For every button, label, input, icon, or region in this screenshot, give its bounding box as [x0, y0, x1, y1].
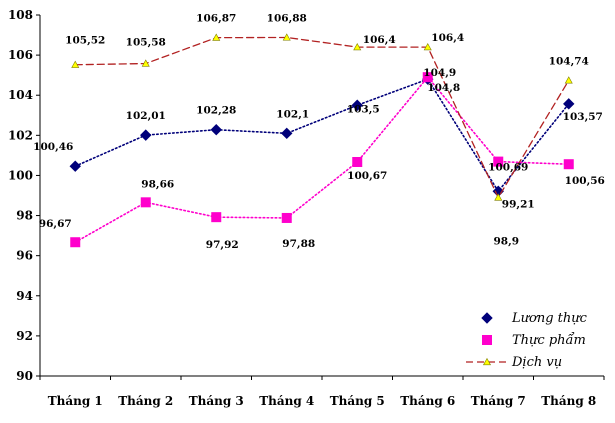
data-point-thuc-pham — [211, 212, 222, 223]
y-axis: 90 92 94 96 98 100 102 104 106 108 — [8, 8, 41, 383]
data-label-dich-vu: 104,74 — [549, 55, 589, 67]
legend-marker-dich-vu — [482, 357, 492, 366]
series-layer — [69, 33, 575, 248]
data-label-luong-thuc: 103,57 — [563, 111, 603, 123]
data-point-thuc-pham — [563, 159, 574, 170]
x-tick-label: Tháng 5 — [330, 394, 385, 408]
data-label-thuc-pham: 97,88 — [282, 238, 315, 250]
data-label-thuc-pham: 100,56 — [565, 175, 605, 187]
legend-marker-thuc-pham — [482, 335, 492, 345]
y-tick-label: 108 — [8, 8, 33, 22]
series-thuc-pham — [70, 72, 574, 248]
data-point-luong-thuc — [210, 124, 222, 136]
data-label-dich-vu: 106,88 — [267, 12, 307, 24]
x-tick-label: Tháng 8 — [541, 394, 596, 408]
legend: Lương thực Thực phẩm Dịch vụ — [466, 311, 588, 370]
legend-item-dich-vu: Dịch vụ — [466, 355, 562, 370]
legend-marker-luong-thuc — [481, 312, 493, 324]
data-point-luong-thuc — [69, 160, 81, 172]
x-tick-label: Tháng 4 — [259, 394, 314, 408]
data-label-luong-thuc: 99,21 — [502, 198, 535, 210]
data-label-thuc-pham: 100,69 — [488, 162, 528, 174]
data-point-thuc-pham — [70, 237, 81, 248]
data-label-luong-thuc: 102,01 — [126, 110, 166, 122]
data-point-thuc-pham — [140, 197, 151, 208]
data-point-dich-vu — [423, 42, 432, 51]
data-point-luong-thuc — [140, 129, 152, 141]
data-label-luong-thuc: 102,1 — [276, 108, 309, 120]
legend-label-luong-thuc: Lương thực — [511, 311, 588, 326]
data-point-luong-thuc — [281, 127, 293, 140]
y-tick-label: 92 — [16, 329, 33, 343]
data-point-thuc-pham — [352, 157, 363, 168]
x-tick-label: Tháng 3 — [189, 394, 244, 408]
data-label-luong-thuc: 102,28 — [196, 105, 236, 117]
data-label-luong-thuc: 100,46 — [33, 141, 73, 153]
data-label-dich-vu: 106,4 — [431, 32, 464, 44]
data-point-dich-vu — [494, 193, 503, 201]
data-label-dich-vu: 106,87 — [196, 13, 236, 25]
x-tick-label: Tháng 1 — [48, 394, 103, 408]
data-label-thuc-pham: 104,9 — [423, 67, 456, 79]
data-point-thuc-pham — [493, 156, 504, 167]
data-point-dich-vu — [564, 76, 573, 84]
data-label-luong-thuc: 103,5 — [347, 103, 380, 115]
data-label-thuc-pham: 98,66 — [141, 178, 174, 190]
data-label-dich-vu: 98,9 — [493, 236, 519, 248]
data-point-thuc-pham — [422, 72, 433, 83]
data-point-dich-vu — [212, 33, 221, 41]
series-line-thuc-pham — [74, 75, 570, 244]
legend-label-thuc-pham: Thực phẩm — [512, 332, 586, 348]
y-tick-label: 94 — [16, 289, 33, 303]
y-tick-label: 106 — [8, 48, 33, 62]
data-point-thuc-pham — [281, 212, 292, 223]
data-point-dich-vu — [353, 42, 362, 51]
x-tick-label: Tháng 2 — [118, 394, 173, 408]
legend-item-luong-thuc: Lương thực — [481, 311, 588, 326]
data-label-luong-thuc: 104,8 — [427, 82, 460, 94]
data-label-thuc-pham: 97,92 — [206, 239, 239, 251]
y-tick-label: 96 — [16, 249, 33, 263]
data-point-dich-vu — [71, 60, 80, 68]
data-label-dich-vu: 106,4 — [363, 34, 396, 46]
data-label-thuc-pham: 100,67 — [347, 170, 387, 182]
y-tick-label: 104 — [8, 88, 33, 102]
series-line-dich-vu — [74, 36, 570, 199]
data-point-dich-vu — [282, 33, 291, 41]
y-tick-label: 100 — [8, 168, 33, 182]
y-tick-label: 90 — [16, 369, 33, 383]
data-point-dich-vu — [141, 59, 150, 67]
data-label-dich-vu: 105,52 — [65, 35, 105, 47]
legend-item-thuc-pham: Thực phẩm — [482, 332, 586, 348]
series-dich-vu — [71, 33, 573, 201]
y-tick-label: 102 — [8, 128, 33, 142]
legend-label-dich-vu: Dịch vụ — [511, 355, 562, 370]
y-tick-label: 98 — [16, 209, 33, 223]
data-labels: 100,46 102,01 102,28 102,1 103,5 104,8 99,21 10… — [33, 12, 605, 251]
x-tick-label: Tháng 7 — [471, 394, 526, 408]
data-label-thuc-pham: 96,67 — [39, 218, 72, 230]
x-tick-label: Tháng 6 — [400, 394, 455, 408]
x-axis: Tháng 1 Tháng 2 Tháng 3 Tháng 4 Tháng 5 Tháng… — [39, 375, 605, 408]
data-label-dich-vu: 105,58 — [126, 37, 166, 49]
data-point-luong-thuc — [563, 98, 575, 110]
data-point-luong-thuc — [351, 99, 363, 111]
